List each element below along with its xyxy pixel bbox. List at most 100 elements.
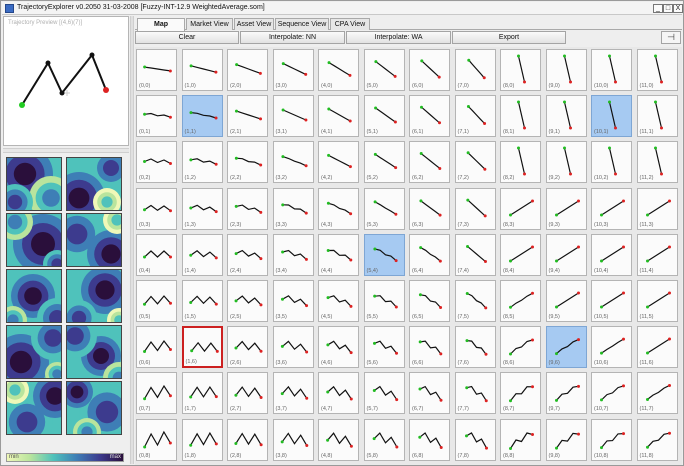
panel-divider[interactable] [3,148,129,153]
som-node[interactable]: (0,1) [136,95,177,138]
som-node[interactable]: (7,2) [454,141,496,184]
som-node[interactable]: (11,2) [636,141,678,184]
som-node[interactable]: (0,6) [136,326,177,369]
som-node[interactable]: (4,6) [318,326,359,369]
som-node[interactable]: (8,7) [500,372,541,415]
som-node[interactable]: (3,3) [272,187,314,230]
som-node[interactable]: (6,4) [409,233,450,276]
som-node[interactable]: (5,1) [363,95,405,138]
som-node[interactable]: (6,2) [409,141,450,184]
som-node[interactable]: (4,3) [318,187,359,230]
heatmap-9[interactable] [66,381,122,435]
heatmap-4[interactable] [6,269,62,323]
som-node[interactable]: (2,3) [227,187,268,230]
som-node[interactable]: (5,7) [363,372,405,415]
som-node[interactable]: (9,8) [545,418,587,461]
som-node[interactable]: (5,5) [363,280,405,322]
som-node[interactable]: (5,6) [363,326,405,369]
som-node[interactable]: (10,6) [591,326,632,369]
som-node[interactable]: (1,4) [181,233,223,276]
som-node[interactable]: (8,3) [500,187,541,230]
som-node[interactable]: (2,6) [227,326,268,369]
som-node[interactable]: (10,3) [591,187,632,230]
heatmap-1[interactable] [66,157,122,211]
som-node[interactable]: (1,3) [181,187,223,230]
som-node[interactable]: (9,2) [545,141,587,184]
som-node[interactable]: (5,8) [363,418,405,461]
som-node[interactable]: (6,3) [409,187,450,230]
som-node[interactable]: (0,0) [136,49,177,91]
heatmap-7[interactable] [66,325,122,379]
som-node[interactable]: (5,0) [363,49,405,91]
som-node[interactable]: (3,7) [272,372,314,415]
som-node[interactable]: (7,1) [454,95,496,138]
som-node[interactable]: (11,7) [636,372,678,415]
som-node[interactable]: (0,7) [136,372,177,415]
som-node[interactable]: (1,6) [181,326,223,369]
som-node[interactable]: (8,6) [500,326,541,369]
som-node[interactable]: (3,0) [272,49,314,91]
tab-market-view[interactable]: Market View [186,18,233,30]
som-node[interactable]: (9,4) [545,233,587,276]
som-node[interactable]: (2,5) [227,280,268,322]
som-node[interactable]: (8,4) [500,233,541,276]
minimize-button[interactable]: _ [653,4,663,13]
som-node[interactable]: (1,5) [181,280,223,322]
som-node[interactable]: (10,0) [591,49,632,91]
som-node[interactable]: (10,7) [591,372,632,415]
heatmap-5[interactable] [66,269,122,323]
som-node[interactable]: (10,4) [591,233,632,276]
som-node[interactable]: (11,1) [636,95,678,138]
tab-sequence-view[interactable]: Sequence View [275,18,329,30]
som-node[interactable]: (4,7) [318,372,359,415]
split-pane-divider[interactable] [130,16,134,464]
som-node[interactable]: (1,0) [181,49,223,91]
som-node[interactable]: (9,3) [545,187,587,230]
som-node[interactable]: (2,8) [227,418,268,461]
som-node[interactable]: (4,5) [318,280,359,322]
interpolate-nn-button[interactable]: Interpolate: NN [240,31,345,44]
som-node[interactable]: (6,8) [409,418,450,461]
clear-button[interactable]: Clear [135,31,239,44]
som-node[interactable]: (0,4) [136,233,177,276]
som-node[interactable]: (0,5) [136,280,177,322]
som-node[interactable]: (8,0) [500,49,541,91]
maximize-button[interactable]: □ [663,4,673,13]
som-node[interactable]: (7,6) [454,326,496,369]
tab-asset-view[interactable]: Asset View [234,18,274,30]
som-node[interactable]: (2,2) [227,141,268,184]
som-node[interactable]: (3,4) [272,233,314,276]
som-node[interactable]: (1,1) [181,95,223,138]
som-node[interactable]: (4,4) [318,233,359,276]
som-node[interactable]: (3,1) [272,95,314,138]
som-node[interactable]: (0,8) [136,418,177,461]
heatmap-8[interactable] [6,381,62,435]
som-node[interactable]: (5,4) [363,233,405,276]
som-node[interactable]: (3,8) [272,418,314,461]
som-node[interactable]: (8,2) [500,141,541,184]
som-node[interactable]: (1,7) [181,372,223,415]
pin-icon[interactable]: ⊣ [661,31,681,44]
som-node[interactable]: (2,7) [227,372,268,415]
som-node[interactable]: (11,3) [636,187,678,230]
som-node[interactable]: (7,0) [454,49,496,91]
som-node[interactable]: (8,1) [500,95,541,138]
som-node[interactable]: (4,0) [318,49,359,91]
som-node[interactable]: (9,5) [545,280,587,322]
som-node[interactable]: (7,5) [454,280,496,322]
som-node[interactable]: (1,2) [181,141,223,184]
som-node[interactable]: (9,0) [545,49,587,91]
export-button[interactable]: Export [452,31,566,44]
som-node[interactable]: (11,5) [636,280,678,322]
som-node[interactable]: (6,7) [409,372,450,415]
som-node[interactable]: (9,7) [545,372,587,415]
som-node[interactable]: (9,6) [545,326,587,369]
som-node[interactable]: (2,4) [227,233,268,276]
som-node[interactable]: (7,7) [454,372,496,415]
som-node[interactable]: (6,1) [409,95,450,138]
som-node[interactable]: (2,1) [227,95,268,138]
som-node[interactable]: (7,3) [454,187,496,230]
som-node[interactable]: (7,4) [454,233,496,276]
som-node[interactable]: (3,5) [272,280,314,322]
som-node[interactable]: (10,1) [591,95,632,138]
